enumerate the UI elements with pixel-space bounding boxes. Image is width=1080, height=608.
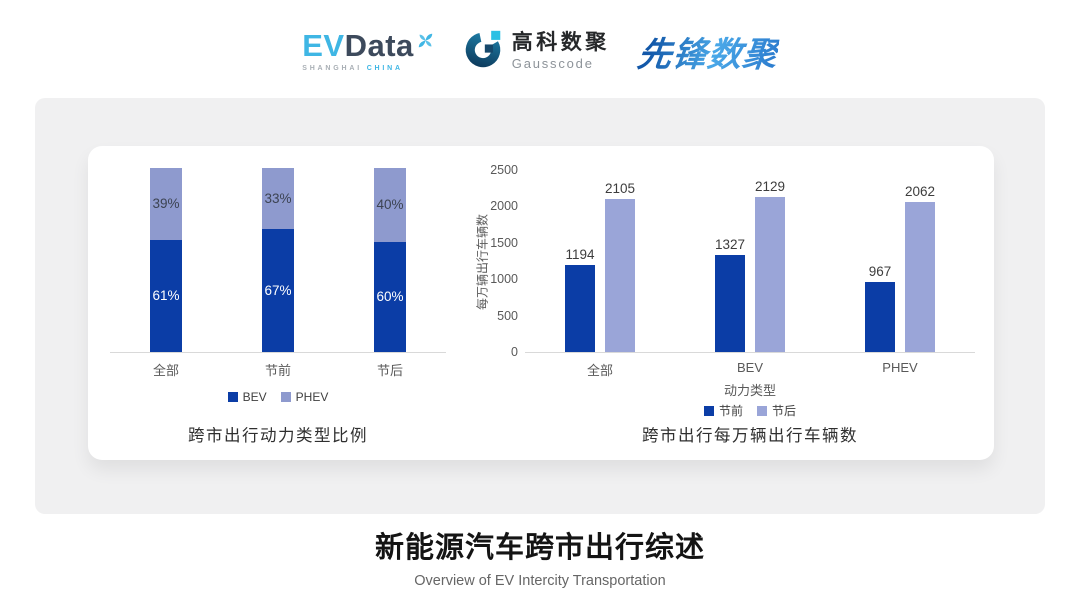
left-chart-title: 跨市出行动力类型比例	[188, 427, 368, 445]
PHEV-percent-label: 39%	[152, 196, 180, 212]
xianfeng-logo: 先锋数聚	[635, 27, 781, 76]
PHEV-segment: 40%	[374, 168, 406, 242]
PHEV-segment: 39%	[150, 168, 182, 240]
gausscode-en-name: Gausscode	[511, 55, 594, 71]
evdata-sub-china: CHINA	[366, 65, 403, 72]
legend-label: 节后	[772, 404, 797, 418]
right-chart-categories: 全部 BEV PHEV	[525, 360, 975, 379]
right-chart-y-axis-label: 每万辆出行车辆数	[475, 213, 490, 311]
slide-title: 新能源汽车跨市出行综述	[374, 532, 705, 564]
gausscode-logo: 高科数聚 Gausscode	[463, 29, 610, 74]
bar-group-PHEV: 967 2062	[865, 170, 935, 352]
evdata-wordmark: EV Data	[302, 30, 435, 61]
logo-bar: EV Data SHANGHAI CHINA	[0, 22, 1080, 80]
power-type-ratio-chart: 39% 61% 33% 67% 40% 60% 全部 节前 节后 BEV PHEV 跨市出行动力…	[98, 146, 458, 460]
PHEV-percent-label: 33%	[264, 190, 292, 206]
category-label-节后: 节后	[376, 363, 403, 378]
y-tick-1500: 1500	[490, 235, 518, 250]
bar-节后-BEV: 2129	[755, 179, 785, 352]
BEV-percent-label: 67%	[264, 282, 292, 298]
y-tick-500: 500	[497, 308, 518, 323]
trips-per-10k-chart: 每万辆出行车辆数 0 500 1000 1500 2000 2500 1194 2105 13…	[468, 146, 984, 460]
category-label-全部: 全部	[152, 363, 179, 378]
bar-value-label: 2105	[604, 180, 636, 196]
BEV-segment: 60%	[374, 241, 406, 352]
legend-item-BEV: BEV	[227, 390, 267, 404]
y-tick-1000: 1000	[490, 272, 518, 287]
right-chart-x-axis-label: 动力类型	[723, 383, 776, 398]
bar-value-label: 2129	[754, 179, 786, 194]
bar-value-label: 1327	[714, 237, 746, 253]
legend-swatch	[227, 392, 238, 402]
legend-swatch	[703, 405, 714, 416]
BEV-percent-label: 61%	[152, 288, 180, 304]
bar-节后-全部: 2105	[605, 181, 635, 352]
bar-value-label: 967	[868, 263, 892, 279]
bar-group-全部: 1194 2105	[565, 170, 635, 352]
category-label-BEV: BEV	[736, 360, 763, 375]
bar-value-label: 2062	[904, 183, 936, 199]
report-card: 39% 61% 33% 67% 40% 60% 全部 节前 节后 BEV PHEV 跨市出行动力…	[35, 98, 1045, 514]
bar-节前-全部: 1194	[565, 247, 595, 352]
category-label-PHEV: PHEV	[882, 360, 918, 375]
evdata-subtitle: SHANGHAI CHINA	[302, 65, 435, 72]
evdata-data-text: Data	[344, 28, 414, 63]
y-tick-0: 0	[511, 345, 518, 359]
right-chart-title: 跨市出行每万辆出行车辆数	[642, 427, 858, 445]
y-tick-2000: 2000	[490, 199, 518, 214]
stacked-bar-节前: 33% 67%	[262, 168, 294, 352]
legend-label: 节前	[718, 404, 743, 418]
BEV-segment: 61%	[150, 239, 182, 352]
bar-节后-PHEV: 2062	[905, 184, 935, 352]
legend-swatch	[757, 405, 767, 416]
legend-item-节后: 节后	[757, 402, 796, 419]
legend-label: PHEV	[295, 390, 329, 404]
gausscode-text: 高科数聚 Gausscode	[512, 31, 610, 70]
legend-item-PHEV: PHEV	[280, 390, 329, 404]
bar-value-label: 1194	[565, 247, 595, 263]
left-chart-plot: 39% 61% 33% 67% 40% 60%	[110, 168, 446, 353]
legend-label: BEV	[242, 390, 267, 404]
slide-subtitle: Overview of EV Intercity Transportation	[414, 573, 666, 589]
bar-节前-PHEV: 967	[865, 264, 895, 352]
BEV-percent-label: 60%	[376, 289, 404, 305]
right-chart-plot: 1194 2105 1327 2129 967 2062	[525, 170, 975, 353]
legend-swatch	[280, 392, 291, 402]
charts-panel: 39% 61% 33% 67% 40% 60% 全部 节前 节后 BEV PHEV 跨市出行动力…	[88, 146, 994, 460]
BEV-segment: 67%	[262, 228, 294, 352]
gausscode-cn-name: 高科数聚	[511, 31, 610, 55]
evdata-ev-text: EV	[302, 28, 345, 63]
PHEV-percent-label: 40%	[376, 197, 404, 213]
legend-item-节前: 节前	[703, 402, 743, 419]
y-tick-2500: 2500	[490, 163, 518, 177]
category-label-全部: 全部	[586, 363, 613, 378]
PHEV-segment: 33%	[262, 168, 294, 229]
bar-节前-BEV: 1327	[715, 237, 745, 352]
slide-footer: 新能源汽车跨市出行综述 Overview of EV Intercity Tra…	[0, 524, 1080, 589]
stacked-bar-全部: 39% 61%	[150, 168, 182, 352]
evdata-star-icon	[416, 24, 435, 55]
stacked-bar-节后: 40% 60%	[374, 168, 406, 352]
category-label-节前: 节前	[264, 363, 291, 378]
gausscode-g-icon	[463, 29, 503, 74]
right-chart-legend: 节前 节后	[525, 402, 975, 419]
evdata-logo: EV Data SHANGHAI CHINA	[302, 30, 435, 72]
bar-group-BEV: 1327 2129	[715, 170, 785, 352]
left-chart-categories: 全部 节前 节后	[110, 360, 446, 379]
evdata-sub-shanghai: SHANGHAI	[302, 65, 362, 72]
left-chart-legend: BEV PHEV	[98, 390, 458, 404]
